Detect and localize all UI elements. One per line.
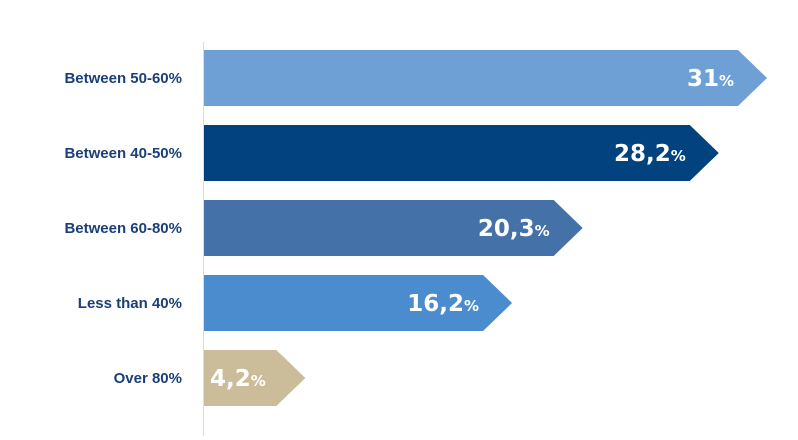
axis-line [203,42,204,436]
data-label: 20,3% [478,216,550,242]
category-label: Over 80% [114,370,182,387]
category-label: Between 50-60% [64,70,182,87]
bars-group: Between 50-60% 31% Between 40-50% 28,2% Betw… [64,50,767,406]
category-label: Between 40-50% [64,145,182,162]
data-label: 4,2% [210,366,266,392]
category-label: Less than 40% [78,295,182,312]
bar [204,200,583,256]
category-label: Between 60-80% [64,220,182,237]
data-label: 16,2% [407,291,479,317]
data-label: 28,2% [614,141,686,167]
bar [204,275,513,331]
data-label: 31% [687,66,734,92]
bar [204,50,767,106]
bar [204,125,719,181]
bar [204,350,306,406]
